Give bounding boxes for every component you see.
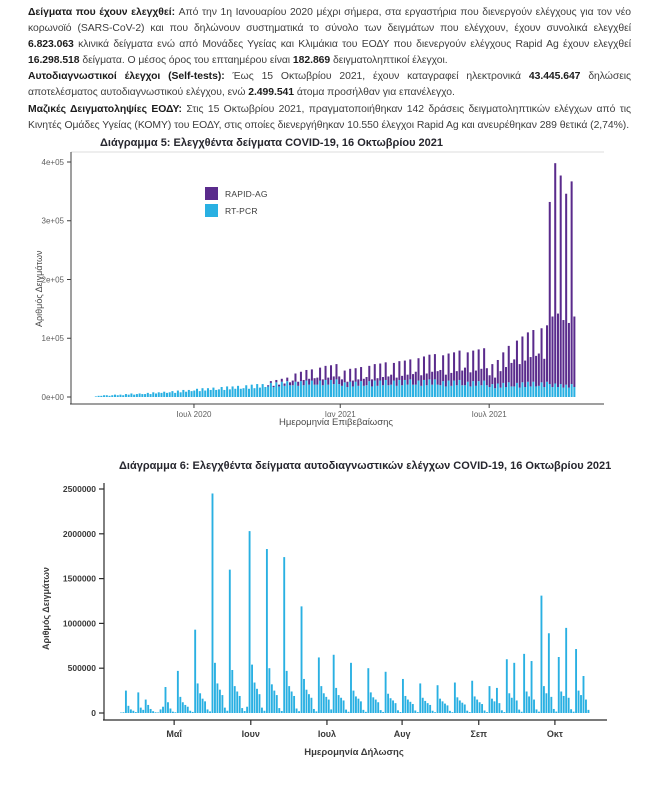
- svg-text:1000000: 1000000: [63, 618, 96, 628]
- paragraph-mass-sampling: Μαζικές Δειγματοληψίες ΕΟΔΥ: Στις 15 Οκτ…: [28, 103, 631, 131]
- svg-text:Ιουλ: Ιουλ: [318, 729, 336, 739]
- chart-5-legend: RAPID-AG RT-PCR: [205, 185, 268, 219]
- paragraph-samples-tested: Δείγματα που έχουν ελεγχθεί: Από την 1η …: [28, 7, 632, 67]
- svg-text:Ιουλ 2021: Ιουλ 2021: [472, 410, 508, 419]
- svg-text:4e+05: 4e+05: [42, 158, 65, 167]
- svg-text:1e+05: 1e+05: [42, 334, 65, 343]
- svg-text:Ιαν 2021: Ιαν 2021: [325, 410, 356, 419]
- chart-5-x-axis-label: Ημερομηνία Επιβεβαίωσης: [279, 417, 393, 428]
- rapid-ag-swatch: [205, 187, 218, 200]
- report-text-block: Δείγματα που έχουν ελεγχθεί: Από την 1η …: [28, 5, 631, 134]
- rt-pcr-label: RT-PCR: [225, 205, 258, 216]
- svg-text:500000: 500000: [68, 663, 97, 673]
- legend-item-rapid-ag: RAPID-AG: [205, 185, 268, 202]
- svg-text:3e+05: 3e+05: [42, 217, 65, 226]
- chart-6-plot: 0 500000 1000000 1500000 2000000 2500000 Μαΐ Ιο…: [63, 483, 607, 739]
- rapid-ag-label: RAPID-AG: [225, 188, 268, 199]
- svg-text:Μαΐ: Μαΐ: [166, 729, 182, 739]
- legend-item-rt-pcr: RT-PCR: [205, 202, 268, 219]
- svg-text:0: 0: [91, 708, 96, 718]
- svg-text:Ιουλ 2020: Ιουλ 2020: [176, 410, 212, 419]
- svg-text:1500000: 1500000: [63, 574, 96, 584]
- svg-text:Σεπ: Σεπ: [470, 729, 487, 739]
- chart-6-title: Διάγραμμα 6: Ελεγχθέντα δείγματα αυτοδια…: [119, 460, 612, 472]
- rt-pcr-swatch: [205, 204, 218, 217]
- svg-text:Αυγ: Αυγ: [394, 729, 411, 739]
- chart-5-title: Διάγραμμα 5: Ελεγχθέντα δείγματα COVID-1…: [100, 137, 444, 149]
- paragraph-self-tests: Αυτοδιαγνωστικοί έλεγχοι (Self-tests): Έ…: [28, 71, 631, 99]
- svg-text:Οκτ: Οκτ: [547, 729, 563, 739]
- svg-text:Ιουν: Ιουν: [242, 729, 260, 739]
- chart-6-x-axis-label: Ημερομηνία Δήλωσης: [304, 747, 404, 758]
- chart-5-plot: 0e+00 1e+05 2e+05 3e+05 4e+05 Ιουλ 2020 Ιαν 20…: [42, 151, 604, 419]
- svg-text:2500000: 2500000: [63, 484, 96, 494]
- svg-text:0e+00: 0e+00: [42, 393, 65, 402]
- svg-text:2e+05: 2e+05: [42, 275, 65, 284]
- svg-text:2000000: 2000000: [63, 529, 96, 539]
